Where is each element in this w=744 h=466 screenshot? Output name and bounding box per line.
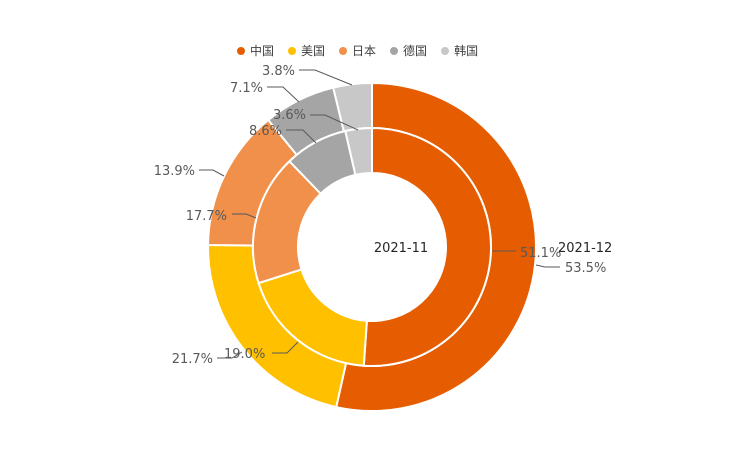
leader-lines bbox=[199, 69, 560, 359]
outer-leader-germany bbox=[267, 86, 300, 103]
inner-slice-korea bbox=[344, 126, 373, 177]
outer-ring-series-label: 2021-12 bbox=[558, 241, 612, 256]
outer-label-korea: 3.8% bbox=[262, 64, 295, 79]
inner-ring bbox=[252, 126, 492, 367]
legend-label-korea: 韩国 bbox=[454, 44, 479, 58]
inner-slice-china bbox=[362, 126, 492, 367]
legend: 中国 美国 日本 德国 韩国 bbox=[237, 42, 478, 59]
legend-swatch-japan bbox=[339, 46, 348, 55]
legend-label-germany: 德国 bbox=[403, 44, 428, 58]
inner-label-china: 51.1% bbox=[520, 246, 561, 261]
legend-label-japan: 日本 bbox=[352, 44, 377, 58]
outer-label-usa: 21.7% bbox=[172, 352, 213, 367]
inner-leader-japan bbox=[232, 213, 257, 219]
legend-item-korea: 韩国 bbox=[441, 42, 478, 59]
legend-swatch-china bbox=[237, 46, 245, 55]
legend-item-usa: 美国 bbox=[288, 42, 325, 59]
outer-label-germany: 7.1% bbox=[230, 81, 263, 96]
legend-label-china: 中国 bbox=[250, 44, 275, 58]
inner-label-korea: 3.6% bbox=[273, 108, 306, 123]
legend-item-china: 中国 bbox=[237, 42, 274, 59]
inner-label-usa: 19.0% bbox=[224, 347, 265, 362]
outer-label-china: 53.5% bbox=[565, 261, 606, 276]
outer-label-japan: 13.9% bbox=[154, 164, 195, 179]
inner-label-germany: 8.6% bbox=[249, 124, 282, 139]
legend-label-usa: 美国 bbox=[301, 44, 326, 58]
outer-leader-usa bbox=[217, 351, 243, 359]
inner-leader-germany bbox=[286, 129, 317, 144]
outer-leader-china bbox=[535, 264, 560, 268]
legend-item-germany: 德国 bbox=[390, 42, 427, 59]
inner-ring-series-label: 2021-11 bbox=[374, 241, 428, 256]
legend-swatch-germany bbox=[390, 46, 399, 55]
inner-leader-korea bbox=[310, 114, 359, 131]
inner-leader-usa bbox=[272, 341, 299, 354]
legend-swatch-usa bbox=[288, 46, 297, 55]
outer-leader-korea bbox=[299, 69, 353, 86]
legend-item-japan: 日本 bbox=[339, 42, 376, 59]
inner-label-japan: 17.7% bbox=[186, 209, 227, 224]
data-labels: 51.1% 19.0% 17.7% 8.6%3.6% 53.5% 21.7% 13.9% 7.… bbox=[154, 64, 607, 367]
outer-leader-japan bbox=[199, 169, 225, 177]
legend-swatch-korea bbox=[441, 46, 450, 55]
